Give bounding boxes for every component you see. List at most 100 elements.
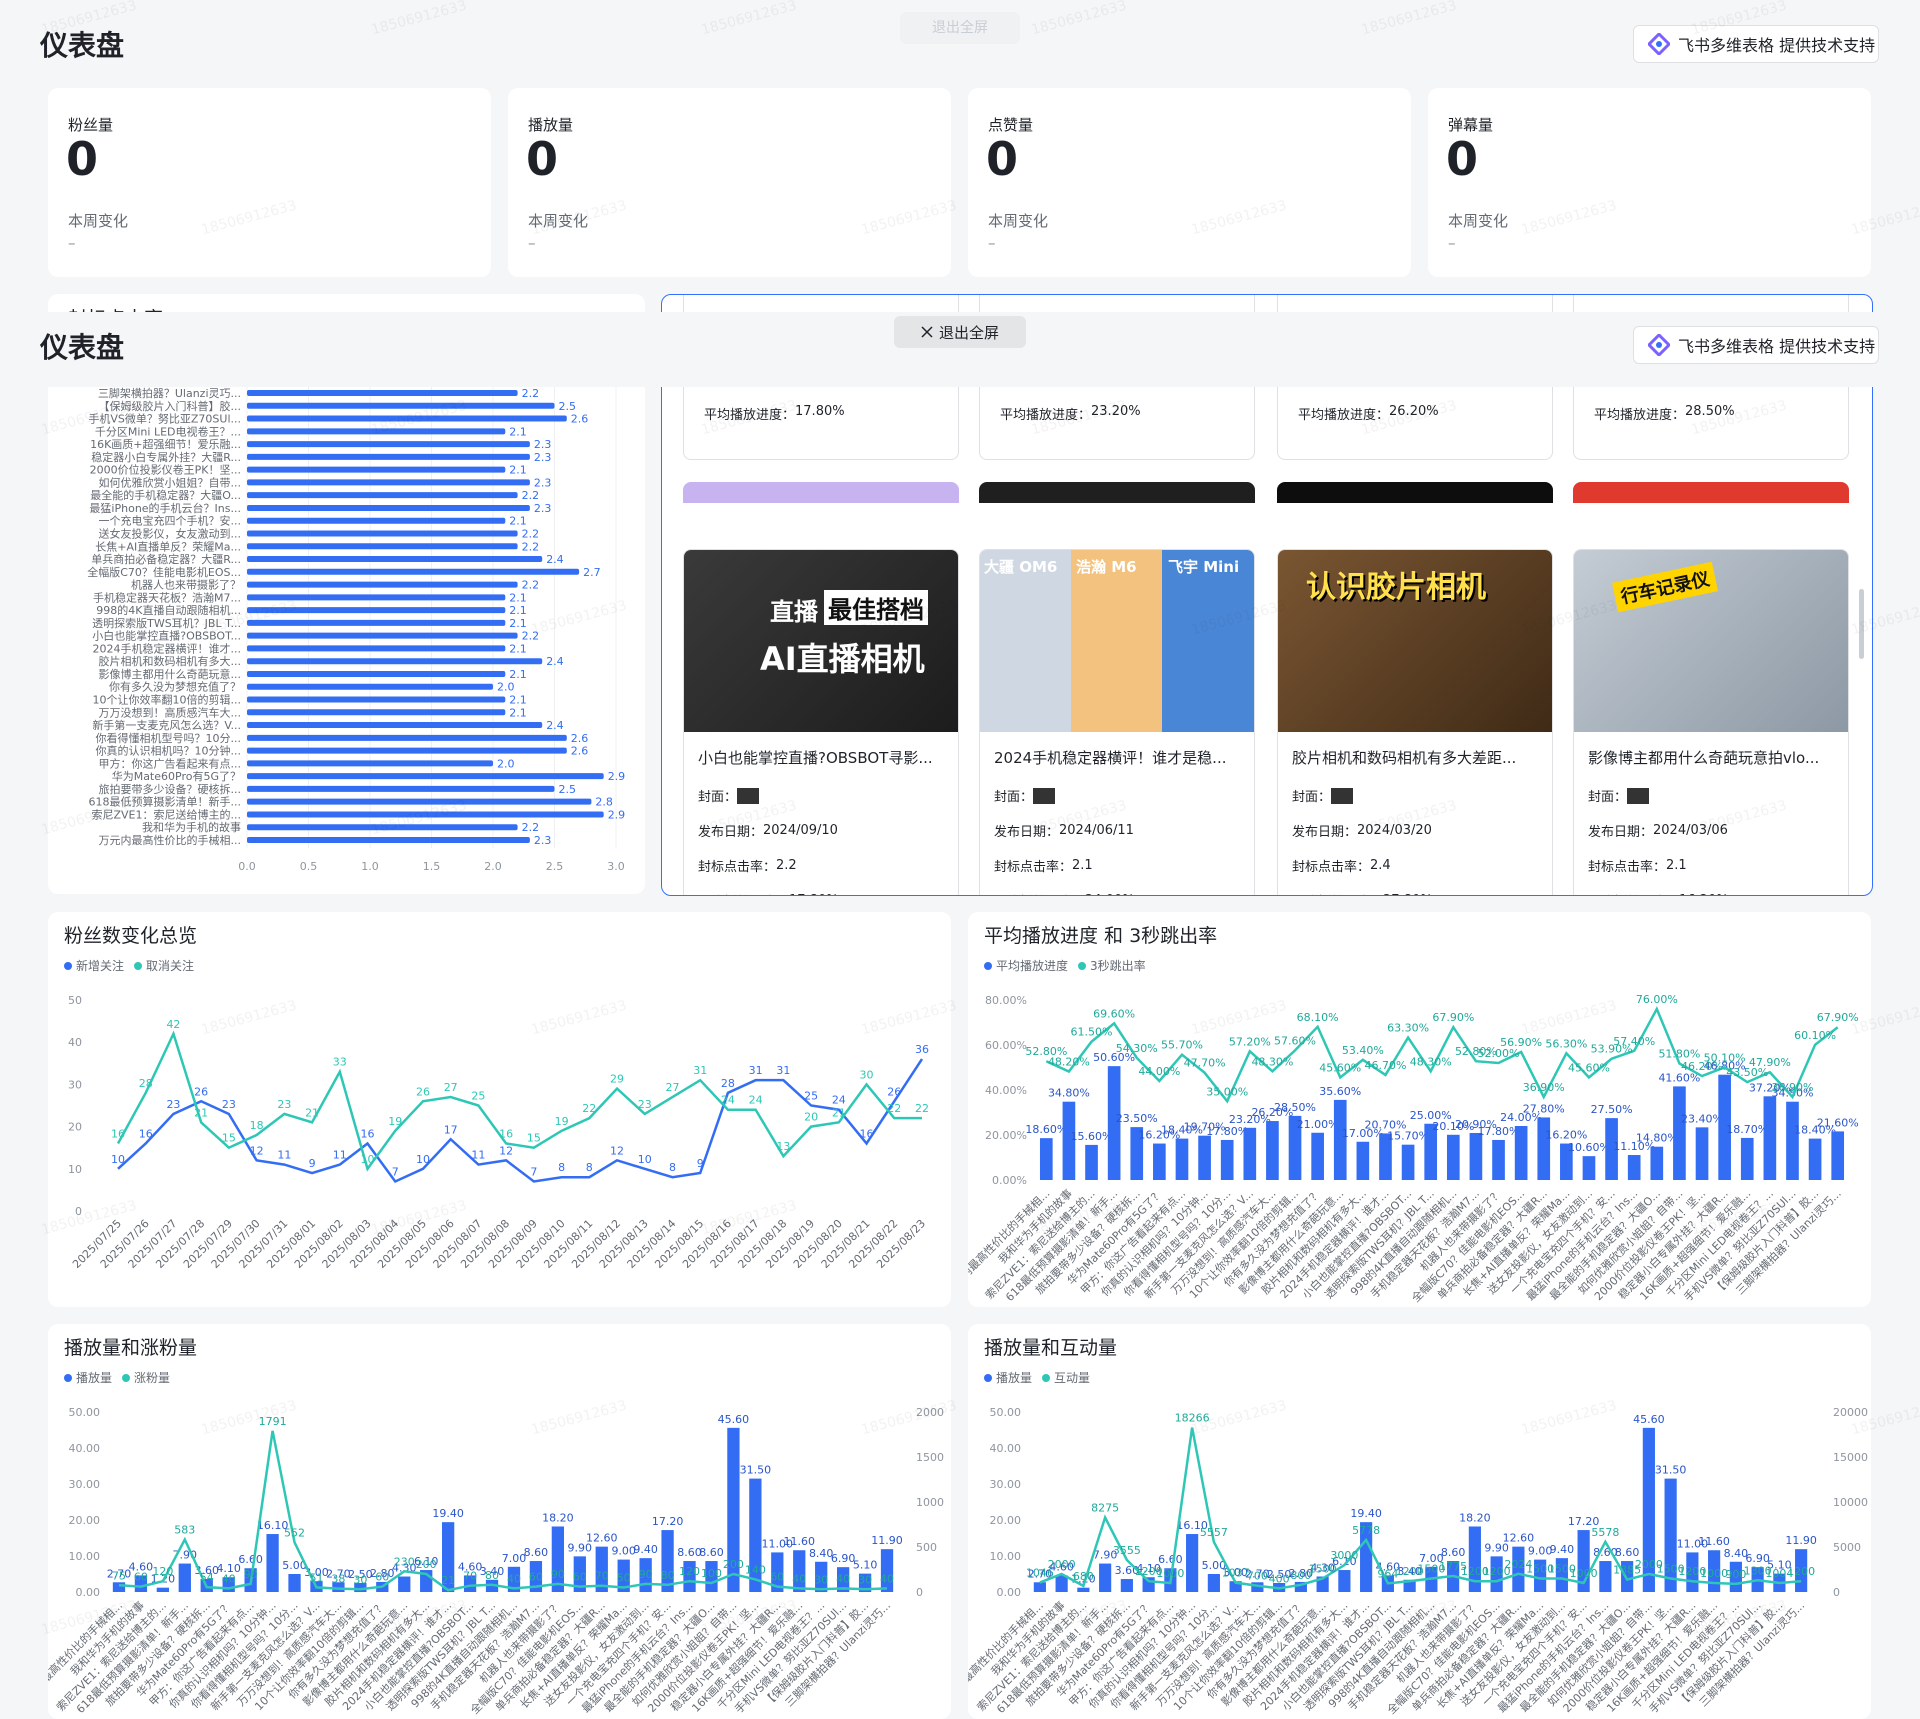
data-label: 200 — [416, 1558, 437, 1571]
data-label: 18.40% — [1161, 1124, 1203, 1137]
bar — [1446, 1134, 1460, 1180]
data-label: 46.20% — [1681, 1060, 1723, 1073]
data-label: 1300 — [1744, 1564, 1772, 1577]
field-row: 平均播放进度： 28.50% — [1588, 404, 1735, 423]
bar — [247, 696, 506, 703]
field-label: 平均播放进度： — [1298, 408, 1390, 423]
data-label: 52.00% — [1478, 1047, 1520, 1060]
data-label: 200 — [723, 1558, 744, 1571]
field-value: 2.1 — [1666, 858, 1687, 873]
data-label: 5578 — [1591, 1526, 1619, 1539]
data-label: 19.40 — [1350, 1507, 1382, 1520]
bar — [247, 402, 555, 409]
bar — [749, 1478, 762, 1592]
data-label: 68.10% — [1297, 1011, 1339, 1024]
data-label: 28 — [139, 1077, 153, 1090]
bar — [1537, 1117, 1551, 1180]
data-label: 9.00 — [1528, 1545, 1553, 1558]
bar — [1229, 1581, 1242, 1592]
chart-title: 播放量和互动量 — [984, 1337, 1117, 1359]
data-label: 38 — [331, 1573, 345, 1586]
y-tick-label: 80.00% — [985, 994, 1027, 1007]
y-tick-label: 你看得懂相机型号吗？10分... — [96, 731, 242, 745]
field-row: 封标点击率： 2.1 — [1588, 856, 1687, 875]
data-label: 6.10 — [414, 1555, 439, 1568]
bar — [1740, 1137, 1754, 1180]
data-label: 17.20 — [1568, 1515, 1600, 1528]
x-tick-label: 0.0 — [238, 860, 256, 873]
data-label: 16 — [361, 1127, 375, 1140]
field-row: 平均播放进度： 26.20% — [1292, 404, 1439, 423]
data-label: 1500 — [1548, 1563, 1576, 1576]
y2-tick-label: 0 — [916, 1586, 923, 1599]
x-tick-label: 1.5 — [423, 860, 441, 873]
data-label: 4.60 — [129, 1560, 154, 1573]
data-label: 2024 — [1504, 1558, 1532, 1571]
data-label: 11 — [333, 1149, 347, 1162]
data-label: 5.00 — [282, 1559, 307, 1572]
y-tick-label: 2000价位投影仪卷王PK！坚... — [90, 463, 241, 477]
field-label: 封面： — [698, 790, 738, 805]
image-text: 直播 — [770, 598, 818, 626]
field-value: 28.50% — [1685, 404, 1735, 419]
bar — [551, 1526, 565, 1592]
gallery-item[interactable]: 认识胶片相机 胶片相机和数码相机有多大差距... 封面： 发布日期： 2024/03/2… — [1277, 549, 1553, 895]
field-value: 2024/03/06 — [1653, 823, 1728, 838]
gallery-item[interactable]: 行车记录仪 影像博主都用什么奇葩玩意拍vlo... 封面： 发布日期： 2024/03/… — [1573, 549, 1849, 895]
watermark: 18506912633 — [1359, 0, 1459, 39]
field-label: 发布日期： — [698, 825, 764, 840]
data-label: 1000 — [1156, 1567, 1184, 1580]
kpi-card: 弹幕量 0 本周变化 – — [1428, 88, 1871, 277]
y-tick-label: 50.00 — [990, 1406, 1022, 1419]
gallery-item[interactable]: 大疆 OM6 浩瀚 M6 飞宇 Mini 2024手机稳定器横评！谁才是稳... 封面：… — [979, 549, 1255, 895]
chart-title: 播放量和涨粉量 — [64, 1337, 197, 1359]
support-button[interactable]: 飞书多维表格 提供技术支持 — [1633, 25, 1879, 63]
bar — [1077, 1587, 1090, 1592]
kpi-change-label: 本周变化 — [1448, 212, 1509, 230]
y-tick-label: 40.00 — [69, 1442, 101, 1455]
bar — [247, 658, 543, 665]
y-tick-label: 你真的认识相机吗？10分钟... — [96, 744, 242, 758]
x-tick-label: 3.0 — [607, 860, 625, 873]
data-label: 40 — [792, 1572, 806, 1585]
field-label: 封标点击率： — [994, 860, 1073, 875]
data-label: 9.40 — [1550, 1543, 1575, 1556]
kpi-change: – — [988, 234, 996, 252]
legend-label: 平均播放进度 — [996, 958, 1068, 973]
data-label: 44.00% — [1138, 1065, 1180, 1078]
data-label: 4.30 — [1310, 1562, 1335, 1575]
field-label: 平均播放进度： — [1588, 891, 1679, 895]
field-value: 16.20% — [1679, 893, 1729, 895]
cover-thumb — [1627, 787, 1650, 804]
exit-button[interactable]: 退出全屏 — [894, 316, 1026, 348]
chart-card: 平均播放进度 和 3秒跳出率 平均播放进度 3秒跳出率 0.00% 20.00% 40.0… — [968, 912, 1871, 1307]
bar — [1650, 1146, 1664, 1180]
y-tick-label: 10.00 — [69, 1550, 101, 1563]
data-label: 18.40% — [1794, 1124, 1836, 1137]
bar — [441, 1522, 455, 1592]
field-row: 封标点击率： 2.4 — [1292, 856, 1391, 875]
line — [116, 1030, 922, 1172]
data-label: 36 — [915, 1043, 929, 1056]
support-button[interactable]: 飞书多维表格 提供技术支持 — [1633, 326, 1879, 364]
legend-label: 取消关注 — [146, 958, 194, 973]
cover-strip — [979, 482, 1255, 503]
cover-thumb — [1033, 787, 1056, 804]
cover-strip — [1573, 482, 1849, 503]
bar — [463, 1575, 477, 1592]
data-label: 2.80 — [1289, 1567, 1314, 1580]
y-tick-label: 30.00 — [990, 1478, 1022, 1491]
gallery-card: 封标总览平均播放进度：17.80%平均播放进度：23.20%平均播放进度：26.… — [661, 294, 1873, 896]
cover-image: 认识胶片相机 — [1278, 550, 1552, 732]
data-label: 30 — [858, 1573, 872, 1586]
data-label: 19.70% — [1184, 1121, 1226, 1134]
data-label: 2.2 — [522, 387, 540, 400]
data-label: 20.70% — [1364, 1118, 1406, 1131]
y-tick-label: 长焦+AI直播单反？荣耀Ma... — [95, 539, 241, 553]
image-text: 浩瀚 M6 — [1076, 558, 1137, 576]
gallery-item[interactable]: 直播 最佳搭档 AI直播相机 小白也能掌控直播?OBSBOT寻影... 封面： 发布日期：… — [683, 549, 959, 895]
data-label: 3000 — [1330, 1549, 1358, 1562]
data-label: 964 — [1377, 1567, 1398, 1580]
data-label: 48.30% — [1410, 1055, 1452, 1068]
